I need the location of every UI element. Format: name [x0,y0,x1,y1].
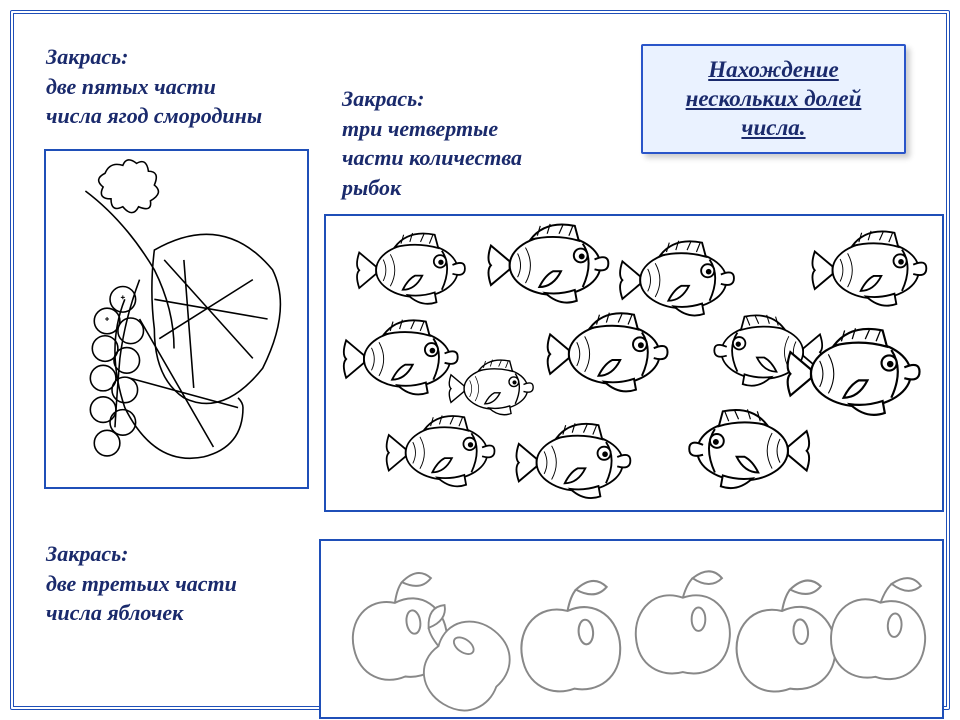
berries-image [44,149,309,489]
title-line-3: числа. [651,114,896,143]
apples-image [319,539,944,719]
task-berries-text: Закрась: две пятых части числа ягод смор… [46,42,262,131]
task-apples-text: Закрась: две третьих части числа яблочек [46,539,237,628]
fish-svg [326,216,942,510]
apples-svg [321,541,942,717]
task-fish-text: Закрась: три четвертые части количества … [342,84,522,203]
fish-image [324,214,944,512]
berries-svg [46,151,307,487]
worksheet-title-box: Нахождение нескольких долей числа. [641,44,906,154]
title-line-2: нескольких долей [651,85,896,114]
title-line-1: Нахождение [651,56,896,85]
page-frame: Нахождение нескольких долей числа. Закра… [10,10,950,710]
